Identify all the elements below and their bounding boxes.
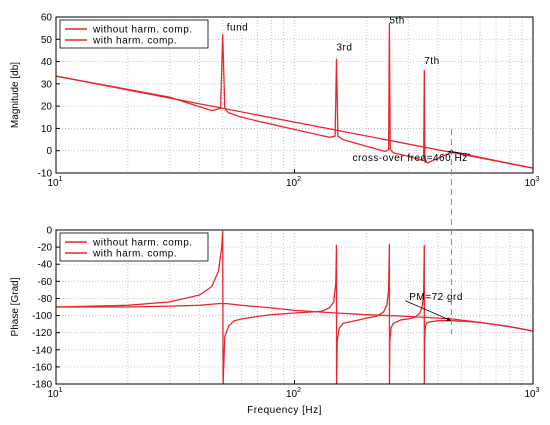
y-tick-label: -100 [32, 311, 52, 322]
series-line-2 [55, 23, 534, 169]
phase-legend: without harm. comp.with harm. comp. [59, 232, 209, 262]
annotation-label: PM=72 grd [409, 292, 463, 303]
y-tick-label: 0 [46, 226, 52, 237]
legend-entry: without harm. comp. [92, 25, 193, 36]
y-tick-label: -160 [32, 362, 52, 373]
legend-box [59, 232, 209, 262]
annotation-label: fund [227, 22, 248, 33]
series-line-2 [55, 231, 534, 385]
magnitude-y-ticks: -10 0 10 20 30 40 50 60 [38, 13, 60, 180]
phase-y-axis-label: Phase [Grad] [10, 277, 21, 336]
x-tick-label: 103 [524, 176, 539, 189]
magnitude-grid [56, 17, 533, 173]
magnitude-y-axis-label: Magnitude [db] [10, 62, 21, 128]
y-tick-label: 60 [41, 13, 53, 24]
phase-y-ticks: -180 -160 -140 -120 -100 -80 -60 -40 -20 0 [32, 226, 60, 391]
x-tick-label: 102 [286, 387, 301, 400]
magnitude-x-ticks: 101 102 103 [47, 169, 540, 189]
y-tick-label: 10 [41, 124, 53, 135]
annotation-arrow-head [446, 317, 452, 321]
phase-plot: -180 -160 -140 -120 -100 -80 -60 -40 -20 0 101 102… [10, 226, 540, 417]
magnitude-plot: -10 0 10 20 30 40 50 60 101 102 103 Magnitude [db… [10, 13, 540, 190]
y-tick-label: 50 [41, 35, 53, 46]
x-tick-label: 103 [524, 387, 539, 400]
y-tick-label: 0 [46, 146, 52, 157]
legend-entry: with harm. comp. [92, 249, 177, 260]
x-tick-label: 101 [47, 176, 62, 189]
y-tick-label: -40 [38, 260, 53, 271]
phase-x-axis-label: Frequency [Hz] [247, 405, 322, 416]
y-tick-label: -60 [38, 277, 53, 288]
magnitude-legend: without harm. comp.with harm. comp. [59, 19, 209, 49]
phase-annotations: PM=72 grd [405, 292, 463, 322]
magnitude-series [55, 23, 534, 169]
phase-x-ticks: 101 102 103 [47, 380, 540, 400]
phase-series [55, 231, 534, 385]
y-tick-label: 40 [41, 57, 53, 68]
y-tick-label: -180 [32, 380, 52, 391]
y-tick-label: 30 [41, 79, 53, 90]
legend-entry: without harm. comp. [92, 238, 193, 249]
annotation-arrow-line [405, 300, 452, 322]
y-tick-label: 20 [41, 102, 53, 113]
legend-entry: with harm. comp. [92, 36, 177, 47]
y-tick-label: -140 [32, 345, 52, 356]
x-tick-label: 101 [47, 387, 62, 400]
annotation-label: 7th [424, 56, 439, 67]
series-line-1 [56, 302, 534, 332]
y-tick-label: -10 [38, 169, 53, 180]
legend-box [59, 19, 209, 49]
annotation-label: 3rd [336, 42, 352, 53]
x-tick-label: 102 [286, 176, 301, 189]
y-tick-label: -120 [32, 328, 52, 339]
y-tick-label: -80 [38, 294, 53, 305]
y-tick-label: -20 [38, 243, 53, 254]
annotation-label: 5th [389, 16, 404, 27]
annotation-label: cross-over freq=460 Hz [352, 153, 467, 164]
